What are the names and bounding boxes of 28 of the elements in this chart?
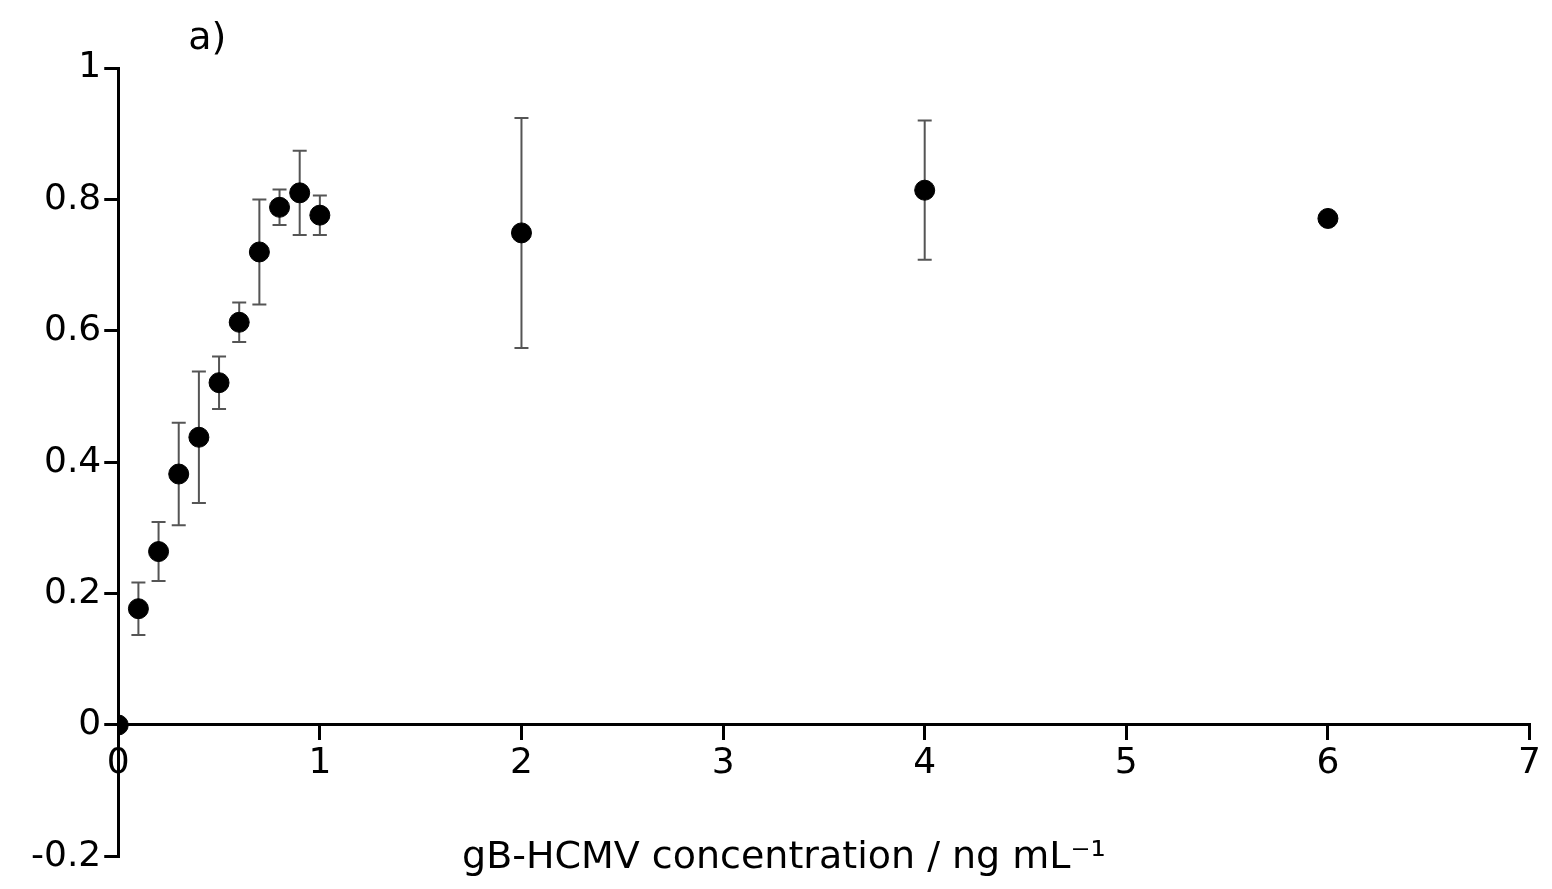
point xyxy=(510,222,532,244)
point xyxy=(188,426,210,448)
point xyxy=(289,182,311,204)
point xyxy=(309,204,331,226)
point xyxy=(914,179,936,201)
y-tick-label: -0.2 xyxy=(30,832,102,874)
y-tick-label: 1 xyxy=(78,44,102,86)
y-tick-label: 0.6 xyxy=(43,307,102,349)
y-tick-label: 0 xyxy=(78,701,102,743)
point xyxy=(127,598,149,620)
y-tick-label: 0.4 xyxy=(43,438,102,480)
point xyxy=(228,311,250,333)
x-tick-label: 1 xyxy=(308,739,332,781)
point xyxy=(148,541,170,563)
x-tick-label: 6 xyxy=(1316,739,1340,781)
x-tick-label: 2 xyxy=(510,739,533,781)
x-axis-title: gB-HCMV concentration / ng mL⁻¹ xyxy=(462,832,1106,877)
point xyxy=(168,463,190,485)
y-tick-label: 0.8 xyxy=(43,175,102,217)
x-tick-label: 7 xyxy=(1518,739,1541,781)
x-tick-label: 4 xyxy=(913,739,937,781)
point xyxy=(208,372,230,394)
point xyxy=(248,241,270,263)
text: a) xyxy=(188,13,227,58)
x-tick-label: 3 xyxy=(711,739,735,781)
y-tick-label: 0.2 xyxy=(43,569,102,611)
x-tick-label: 5 xyxy=(1114,739,1138,781)
point xyxy=(269,196,291,218)
